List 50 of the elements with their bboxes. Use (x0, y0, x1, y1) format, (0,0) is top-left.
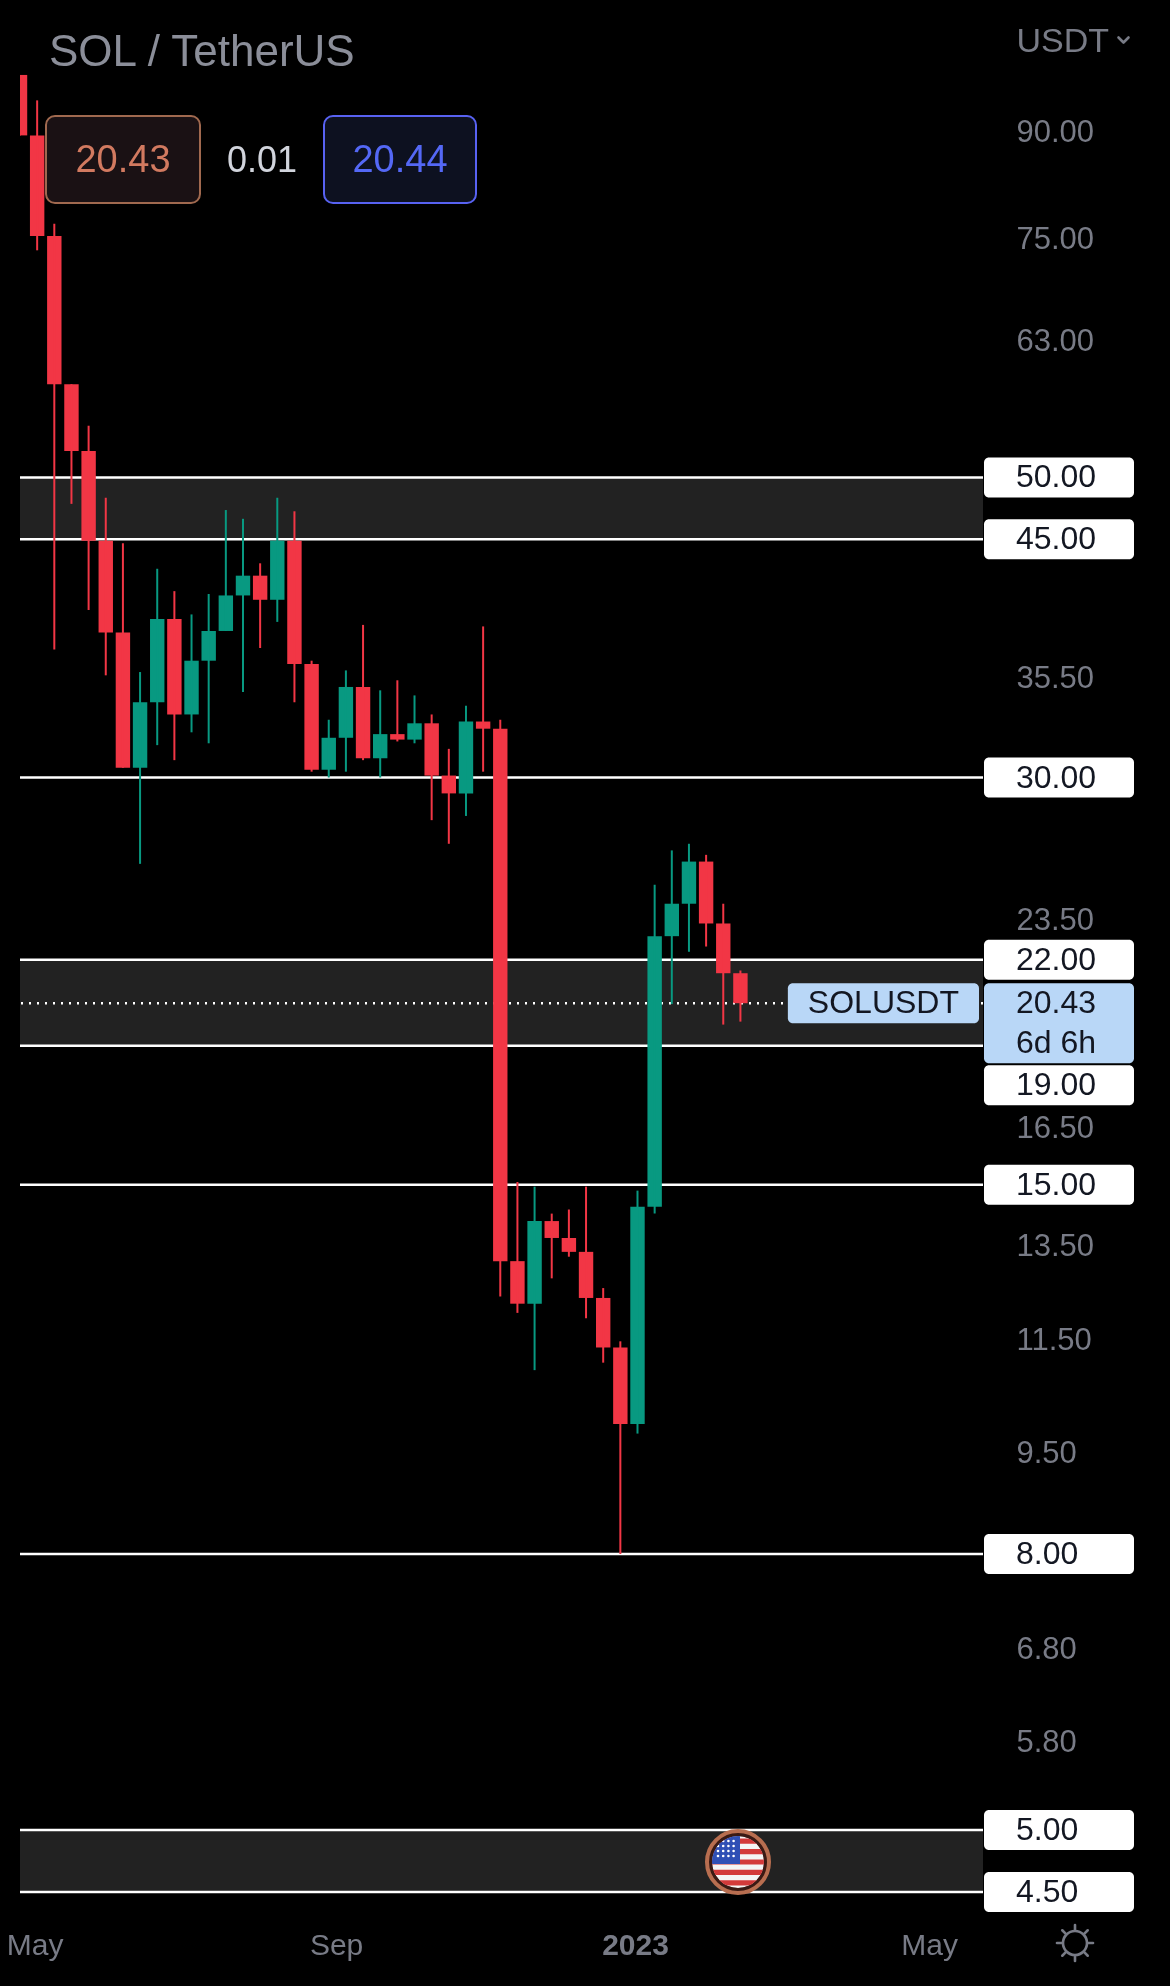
x-tick-label: 2023 (602, 1927, 669, 1961)
y-tick-label: 63.00 (1016, 323, 1095, 359)
y-tick-label: 13.50 (1016, 1228, 1095, 1264)
y-tick-label: 6.80 (1016, 1630, 1077, 1666)
y-tick-label: 75.00 (1016, 220, 1095, 256)
y-axis-title: USDT (1016, 20, 1110, 59)
annotation: SOLUSDT (807, 984, 959, 1021)
x-tick-label: May (6, 1927, 64, 1961)
ref-line-label: 19.00 (1016, 1066, 1097, 1103)
y-tick-label: 5.80 (1016, 1724, 1077, 1760)
ref-line-label: 22.00 (1016, 940, 1097, 977)
y-tick-label: 11.50 (1016, 1322, 1092, 1358)
x-tick-label: May (901, 1927, 958, 1961)
ref-line-label: 30.00 (1016, 758, 1097, 795)
price-button: 20.43 (45, 115, 201, 204)
ref-line-label: 50.00 (1016, 458, 1097, 495)
ref-line-label: 5.00 (1016, 1811, 1079, 1848)
candlestick (287, 510, 302, 704)
candlestick (527, 1185, 542, 1372)
ref-line-label: 20.43 (1016, 984, 1097, 1021)
candlestick (201, 593, 216, 745)
candlestick (733, 969, 748, 1023)
y-tick-label: 90.00 (1016, 113, 1095, 149)
y-tick-label: 16.50 (1016, 1110, 1095, 1146)
candlestick (630, 1189, 645, 1435)
ref-line-label: 45.00 (1016, 520, 1097, 557)
text: SOL / TetherUS (49, 26, 355, 75)
price-button: 20.44 (323, 115, 477, 204)
y-tick-label: 23.50 (1016, 902, 1095, 938)
y-tick-label: 9.50 (1016, 1434, 1077, 1470)
annotation: 20.43 (75, 138, 171, 181)
annotation: 0.01 (226, 138, 298, 181)
text: 6d 6h (1016, 1024, 1097, 1061)
candlestick (647, 883, 662, 1215)
candlestick (64, 383, 79, 505)
candlestick (613, 1340, 628, 1555)
candlestick (47, 222, 62, 651)
candlestick (510, 1180, 525, 1314)
candlestick (304, 659, 319, 773)
ref-line-label: 8.00 (1016, 1535, 1079, 1571)
ref-line-label: 15.00 (1016, 1165, 1097, 1202)
candlestick (424, 713, 439, 822)
candlestick (81, 424, 96, 611)
y-tick-label: 35.50 (1016, 660, 1095, 696)
ref-line-label: 4.50 (1016, 1873, 1079, 1909)
candlestick (407, 694, 422, 745)
candlestick (167, 590, 182, 762)
candlestick (390, 679, 405, 743)
x-tick-label: Sep (309, 1927, 364, 1961)
annotation: 20.44 (352, 138, 448, 181)
